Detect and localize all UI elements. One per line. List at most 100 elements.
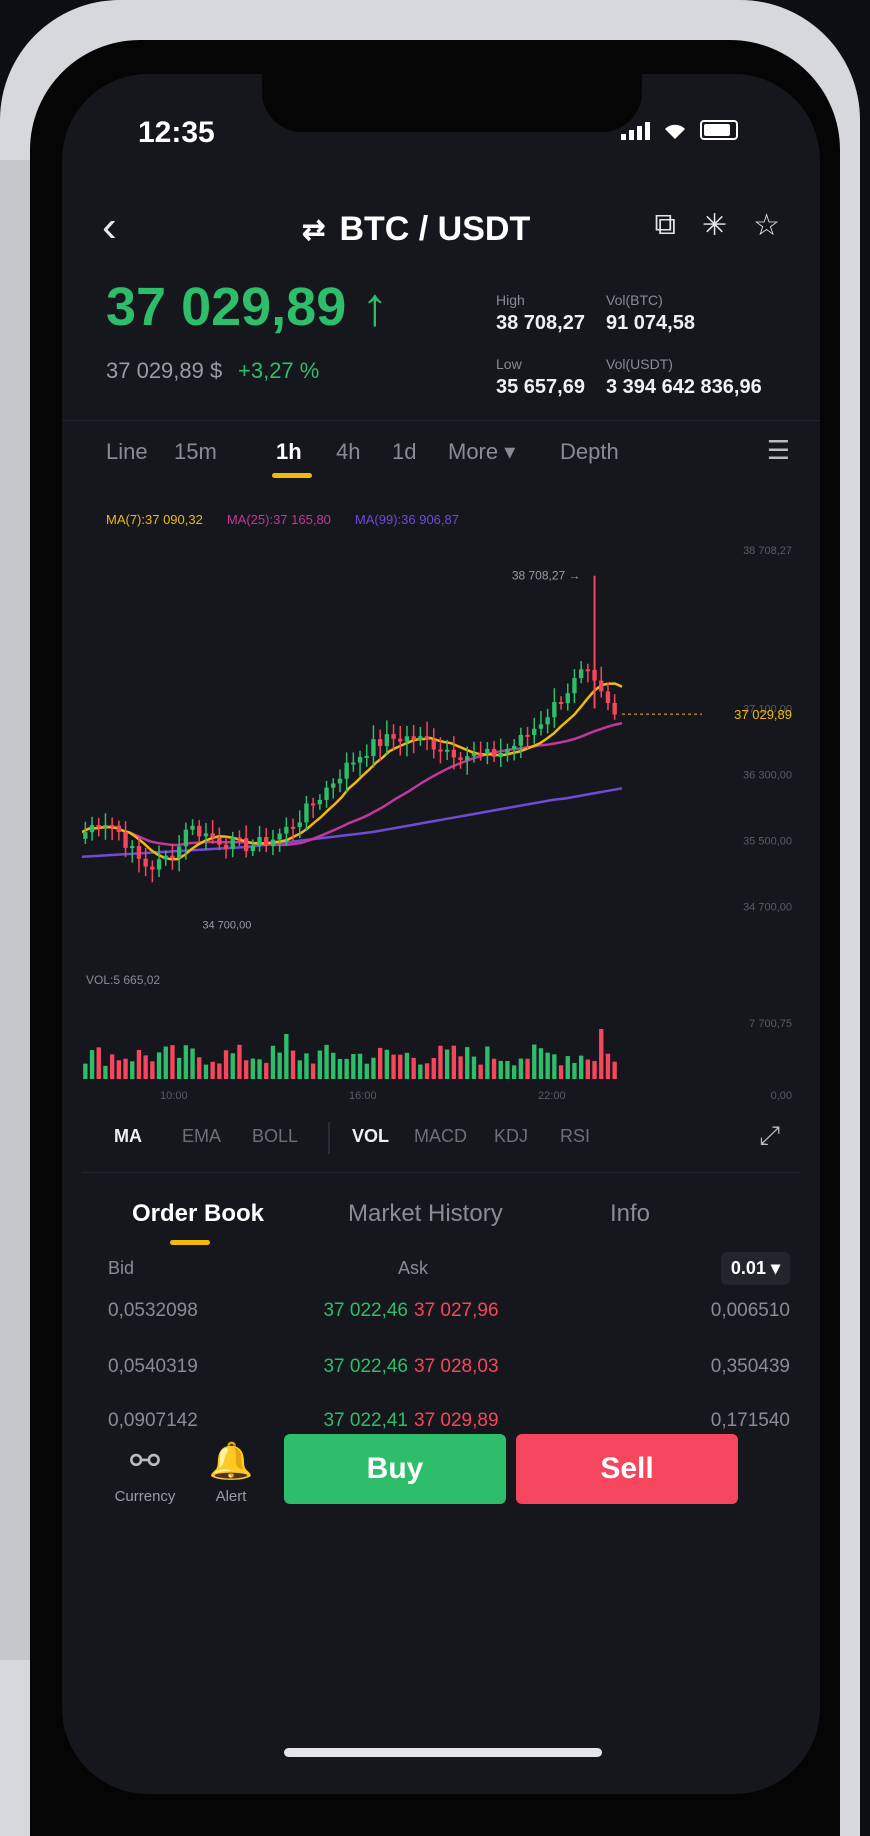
candlestick-chart[interactable]: 37 100,00 36 300,00 35 500,00 34 700,00 38 7… [82, 534, 802, 1114]
home-indicator [284, 1748, 602, 1757]
candle [525, 734, 530, 737]
tab-market-history[interactable]: Market History [348, 1200, 503, 1227]
tab-15m[interactable]: 15m [174, 439, 217, 464]
last-price: 37 029,89 ↑ [106, 277, 389, 337]
expand-icon[interactable]: ⤢ [759, 1120, 780, 1150]
volume-bar [277, 1052, 282, 1079]
candle [498, 752, 503, 757]
volume-bar [578, 1055, 584, 1079]
bid-price[interactable]: 37 022,41 [323, 1410, 408, 1431]
tab-more[interactable]: More ▾ [448, 439, 516, 464]
volume-bar [485, 1046, 490, 1079]
candle [190, 825, 195, 830]
volume-bar [511, 1065, 517, 1079]
tab-4h[interactable]: 4h [336, 439, 361, 464]
volume-bar [96, 1047, 101, 1079]
volume-bar [398, 1054, 403, 1079]
bid-header: Bid [108, 1258, 135, 1278]
alert-button[interactable]: 🔔 Alert [186, 1440, 276, 1505]
candle [418, 736, 423, 741]
candle [203, 833, 209, 837]
candle [223, 844, 229, 849]
candle [357, 756, 363, 763]
candle [465, 756, 470, 761]
volume-bar [371, 1057, 376, 1079]
volume-bar [203, 1064, 209, 1079]
volume-bar [478, 1064, 483, 1079]
candle [290, 826, 296, 829]
volume-bar [150, 1061, 155, 1079]
candle [317, 799, 323, 805]
ask-price[interactable]: 37 028,03 [414, 1356, 499, 1377]
volume-bar [109, 1054, 115, 1079]
indicator-ema[interactable]: EMA [182, 1126, 222, 1146]
volume-bar [317, 1050, 323, 1079]
volume-bar [599, 1029, 604, 1079]
indicator-kdj[interactable]: KDJ [494, 1126, 529, 1146]
indicator-vol[interactable]: VOL [352, 1126, 390, 1146]
volume-bar [357, 1053, 363, 1079]
orderbook-row: 0,0532098 37 022,46 37 027,96 0,006510 [62, 1300, 820, 1340]
volume-bar [458, 1056, 463, 1079]
indicator-ma[interactable]: MA [114, 1126, 142, 1146]
tab-depth[interactable]: Depth [560, 439, 619, 464]
up-arrow-icon: ↑ [361, 277, 389, 337]
x-tick-label: 22:00 [538, 1090, 566, 1102]
candle [351, 762, 356, 765]
candle [176, 846, 182, 858]
buy-button[interactable]: Buy [284, 1434, 506, 1504]
volume-bar [565, 1056, 570, 1079]
bid-qty: 0,0532098 [108, 1300, 198, 1321]
candle [344, 762, 349, 779]
ask-header: Ask [398, 1258, 429, 1278]
candle [103, 825, 108, 828]
candle [545, 717, 550, 725]
bid-qty: 0,0540319 [108, 1356, 198, 1377]
bid-price[interactable]: 37 022,46 [323, 1356, 408, 1377]
bid-price[interactable]: 37 022,46 [323, 1300, 408, 1321]
sell-button[interactable]: Sell [516, 1434, 738, 1504]
candle [599, 680, 604, 692]
star-icon[interactable]: ☆ [753, 209, 780, 242]
sparkle-icon[interactable]: ✳ [701, 209, 728, 242]
indicator-rsi[interactable]: RSI [560, 1126, 591, 1146]
ask-price[interactable]: 37 029,89 [414, 1410, 499, 1431]
volume-bar [324, 1044, 329, 1079]
candle [304, 803, 309, 823]
stat-low: Low 35 657,69 [496, 356, 585, 398]
candle [552, 701, 557, 718]
ask-price[interactable]: 37 027,96 [414, 1300, 499, 1321]
stat-vol-btc: Vol(BTC) 91 074,58 [606, 292, 695, 334]
share-icon[interactable]: ⧉ [654, 208, 676, 241]
candle [96, 825, 101, 828]
tab-info[interactable]: Info [610, 1200, 651, 1227]
indicator-macd[interactable]: MACD [414, 1126, 467, 1146]
volume-bar [532, 1044, 537, 1079]
precision-select[interactable]: 0.01 ▾ [720, 1252, 790, 1285]
volume-bar [605, 1053, 611, 1079]
ma25-label: MA(25):37 165,80 [226, 512, 331, 527]
indicator-boll[interactable]: BOLL [252, 1126, 299, 1146]
candle [237, 837, 242, 840]
back-arrow-icon[interactable]: ‹ [102, 202, 117, 251]
volume-bar [237, 1044, 242, 1079]
tab-order-book[interactable]: Order Book [132, 1200, 265, 1227]
last-price-label: 37 029,89 [734, 707, 792, 722]
bottom-action-bar: ⚯ Currency 🔔 Alert Buy Sell [62, 1430, 820, 1550]
chart-settings-icon[interactable]: ☰ [766, 435, 790, 465]
volume-bar [465, 1047, 470, 1079]
ask-qty: 0,006510 [710, 1300, 790, 1321]
tab-1h[interactable]: 1h [276, 439, 302, 464]
candle [491, 748, 497, 757]
volume-bar [418, 1064, 423, 1079]
volume-bar [431, 1058, 436, 1079]
pair-selector[interactable]: ⇄ BTC / USDT [302, 210, 530, 249]
candle [109, 825, 115, 828]
tab-1d[interactable]: 1d [392, 439, 417, 464]
candle [424, 736, 430, 740]
candle [438, 749, 443, 752]
tab-line[interactable]: Line [106, 439, 148, 464]
app-screen: 12:35 ‹ ⇄ BTC / USDT ⧉ ✳ ☆ 37 029,89 ↑ 3… [62, 74, 820, 1794]
y-tick-label: 38 708,27 [743, 545, 792, 557]
currency-button[interactable]: ⚯ Currency [100, 1440, 190, 1505]
